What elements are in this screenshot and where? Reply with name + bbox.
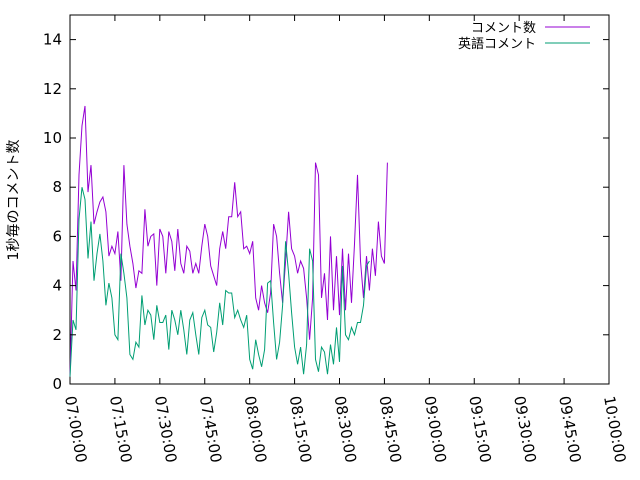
y-tick-label: 10 [43,129,62,147]
series-layer [69,105,388,377]
y-tick-label: 4 [52,277,62,295]
y-tick-label: 0 [52,375,62,393]
x-tick-label: 08:45:00 [375,395,404,464]
x-tick-label: 07:30:00 [151,395,180,464]
y-tick-label: 14 [43,31,62,49]
x-tick-label: 09:15:00 [465,395,494,464]
y-tick-label: 8 [52,178,62,196]
x-tick-label: 09:45:00 [555,395,584,464]
plot-frame [69,14,610,385]
x-tick-label: 07:15:00 [106,395,135,464]
series-line-1 [69,187,370,377]
x-axis: 07:00:00 07:15:00 07:30:00 07:45:00 08:00:00… [61,15,629,464]
legend-label: コメント数 [471,21,536,36]
y-axis: 0 2 4 6 8 10 12 14 [43,31,609,393]
x-tick-label: 10:00:00 [600,395,629,464]
series-line-0 [69,105,388,377]
x-tick-label: 08:00:00 [241,395,270,464]
x-tick-label: 07:00:00 [61,395,90,464]
x-tick-label: 08:15:00 [286,395,315,464]
y-tick-label: 6 [52,227,62,245]
x-tick-label: 07:45:00 [196,395,225,464]
x-tick-label: 09:00:00 [420,395,449,464]
legend-label: 英語コメント [458,36,536,52]
x-tick-label: 08:30:00 [331,395,360,464]
plot-area [69,14,610,385]
y-tick-label: 2 [52,326,62,344]
y-axis-title: 1秒毎のコメント数 [6,140,22,261]
x-tick-label: 09:30:00 [510,395,539,464]
y-tick-label: 12 [43,80,62,98]
